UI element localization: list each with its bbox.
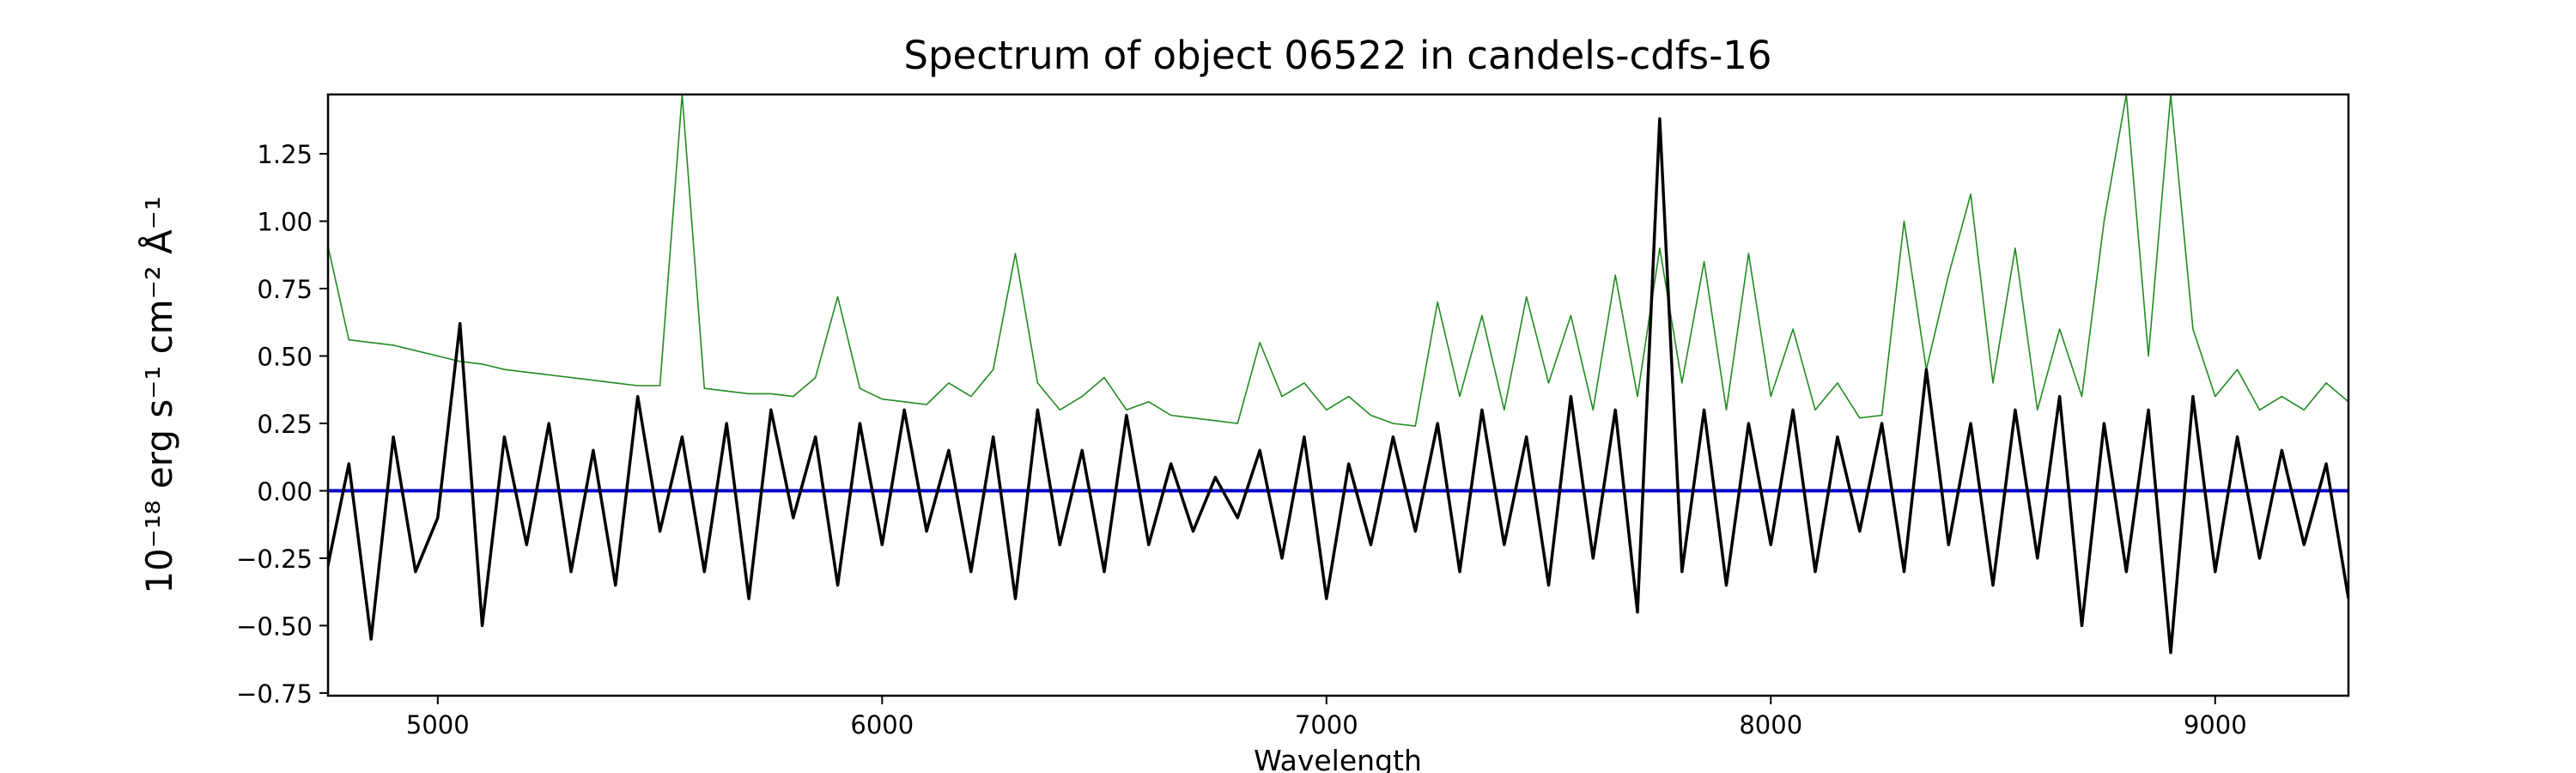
plot-area [328,94,2348,654]
x-tick-label: 9000 [2184,710,2247,740]
y-tick-label: 0.25 [257,410,313,439]
x-axis-label: Wavelength [1254,744,1422,773]
spectrum-line [328,117,2348,654]
y-tick-label: −0.50 [236,612,313,641]
y-tick-label: −0.25 [236,545,313,574]
x-tick-label: 8000 [1739,710,1802,740]
y-tick-label: 1.00 [257,208,313,237]
x-tick-label: 7000 [1295,710,1358,740]
y-tick-label: 0.75 [257,275,313,304]
y-axis-label: 10⁻¹⁸ erg s⁻¹ cm⁻² Å⁻¹ [137,196,180,593]
y-tick-label: 0.00 [257,477,313,506]
y-tick-label: −0.75 [236,679,313,709]
y-tick-label: 1.25 [257,140,313,169]
x-tick-label: 5000 [406,710,470,740]
y-tick-label: 0.50 [257,342,313,371]
spectrum-line [328,94,2348,427]
chart-title: Spectrum of object 06522 in candels-cdfs… [903,33,1771,78]
axes-frame [326,93,2350,697]
x-tick-label: 6000 [850,710,914,740]
